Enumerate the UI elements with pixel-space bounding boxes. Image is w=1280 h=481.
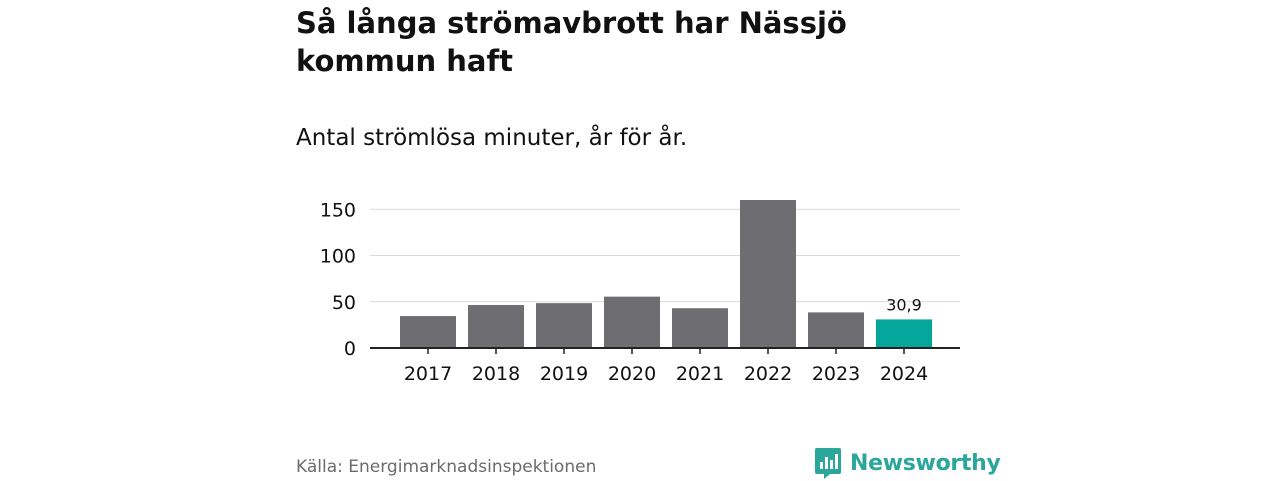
y-axis-ticks: 0 50 100 150 [320,199,356,360]
bar-2021 [672,308,728,348]
chart-subtitle: Antal strömlösa minuter, år för år. [296,125,688,151]
data-label: 30,9 [886,295,922,314]
y-tick-label: 150 [320,199,356,221]
x-tick-label: 2019 [540,363,588,385]
x-axis-ticks: 2017 2018 2019 2020 2021 2022 2023 2024 [404,348,928,385]
y-tick-label: 50 [332,292,356,314]
chart-title: Så långa strömavbrott har Nässjö kommun … [296,6,847,78]
y-tick-label: 0 [344,338,356,360]
y-tick-label: 100 [320,246,356,268]
data-labels: 30,9 [886,295,922,314]
x-tick-label: 2022 [744,363,792,385]
bar-2022 [740,200,796,348]
bar-2024 [876,319,932,348]
source-note: Källa: Energimarknadsinspektionen [296,457,597,477]
bars [400,200,932,348]
bar-2020 [604,296,660,348]
bar-2023 [808,312,864,348]
chart-card: Så långa strömavbrott har Nässjö kommun … [296,0,1001,480]
x-tick-label: 2018 [472,363,520,385]
grid-lines [370,208,960,303]
x-tick-label: 2021 [676,363,724,385]
x-tick-label: 2023 [812,363,860,385]
brand-logo[interactable]: Newsworthy [814,445,1001,481]
bar-2018 [468,304,524,348]
x-tick-label: 2017 [404,363,452,385]
bar-2017 [400,316,456,348]
brand-name: Newsworthy [850,450,1001,476]
bar-2019 [536,303,592,348]
newsworthy-logo-icon [815,448,841,479]
x-tick-label: 2024 [880,363,928,385]
x-tick-label: 2020 [608,363,656,385]
